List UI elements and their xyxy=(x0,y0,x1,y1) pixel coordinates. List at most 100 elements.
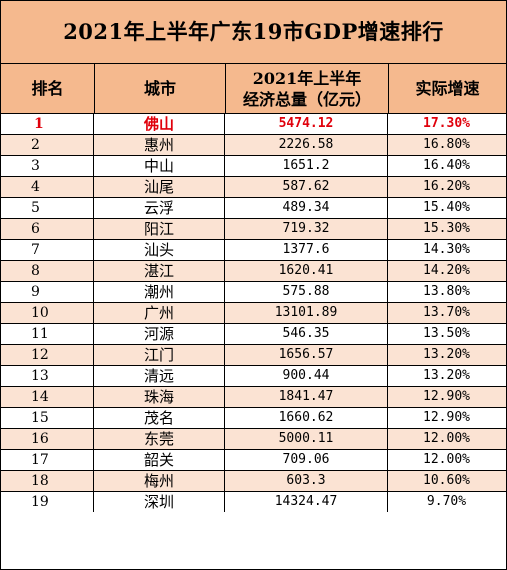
table-body: 1 佛山 5474.12 17.30% 2 惠州 2226.58 16.80% 3 中山 1651.… xyxy=(1,114,506,512)
table-row: 10 广州 13101.89 13.70% xyxy=(1,303,506,324)
gdp-cell: 546.35 xyxy=(225,324,388,344)
rate-cell: 16.80% xyxy=(423,137,470,152)
gdp-cell: 1651.2 xyxy=(225,156,388,176)
header-rate: 实际增速 xyxy=(415,79,480,98)
table-row: 6 阳江 719.32 15.30% xyxy=(1,219,506,240)
gdp-cell: 1620.41 xyxy=(225,261,388,281)
header-city: 城市 xyxy=(95,64,226,113)
city-cell: 佛山 xyxy=(94,114,225,134)
rank-cell: 11 xyxy=(1,324,94,344)
rate-cell: 16.40% xyxy=(423,158,470,173)
table-row: 9 潮州 575.88 13.80% xyxy=(1,282,506,303)
header-gdp: 2021年上半年 经济总量（亿元） xyxy=(226,64,389,113)
table-row: 11 河源 546.35 13.50% xyxy=(1,324,506,345)
gdp-cell: 14324.47 xyxy=(225,492,388,512)
city-cell: 汕头 xyxy=(94,240,225,260)
city-cell: 梅州 xyxy=(94,471,225,491)
table-row: 15 茂名 1660.62 12.90% xyxy=(1,408,506,429)
table-row: 1 佛山 5474.12 17.30% xyxy=(1,114,506,135)
rate-cell: 9.70% xyxy=(426,494,467,509)
rate-cell: 12.90% xyxy=(423,410,470,425)
rate-cell: 12.00% xyxy=(423,431,470,446)
rate-cell: 13.20% xyxy=(423,347,470,362)
table-header-row: 排名 城市 2021年上半年 经济总量（亿元） 实际增速 xyxy=(1,64,506,114)
rank-cell: 14 xyxy=(1,387,94,407)
rank-cell: 13 xyxy=(1,366,94,386)
city-cell: 云浮 xyxy=(94,198,225,218)
rate-cell: 13.20% xyxy=(423,368,470,383)
header-rank: 排名 xyxy=(1,64,95,113)
table-row: 3 中山 1651.2 16.40% xyxy=(1,156,506,177)
rate-cell: 17.30% xyxy=(423,116,470,131)
rank-cell: 2 xyxy=(1,135,94,155)
rate-cell: 15.40% xyxy=(423,200,470,215)
city-cell: 惠州 xyxy=(94,135,225,155)
rate-cell: 13.80% xyxy=(423,284,470,299)
rank-cell: 9 xyxy=(1,282,94,302)
table-row: 17 韶关 709.06 12.00% xyxy=(1,450,506,471)
city-cell: 中山 xyxy=(94,156,225,176)
gdp-cell: 5474.12 xyxy=(225,114,388,134)
table-row: 16 东莞 5000.11 12.00% xyxy=(1,429,506,450)
city-cell: 深圳 xyxy=(94,492,225,512)
gdp-cell: 900.44 xyxy=(225,366,388,386)
gdp-cell: 1377.6 xyxy=(225,240,388,260)
rate-cell: 13.50% xyxy=(423,326,470,341)
table-row: 4 汕尾 587.62 16.20% xyxy=(1,177,506,198)
rate-cell: 15.30% xyxy=(423,221,470,236)
city-cell: 汕尾 xyxy=(94,177,225,197)
rank-cell: 19 xyxy=(1,492,94,512)
table-row: 5 云浮 489.34 15.40% xyxy=(1,198,506,219)
gdp-cell: 575.88 xyxy=(225,282,388,302)
rate-cell: 10.60% xyxy=(423,473,470,488)
gdp-cell: 5000.11 xyxy=(225,429,388,449)
rank-cell: 5 xyxy=(1,198,94,218)
gdp-cell: 603.3 xyxy=(225,471,388,491)
table-row: 19 深圳 14324.47 9.70% xyxy=(1,492,506,512)
city-cell: 湛江 xyxy=(94,261,225,281)
table-row: 14 珠海 1841.47 12.90% xyxy=(1,387,506,408)
rank-cell: 1 xyxy=(1,114,94,134)
rank-cell: 8 xyxy=(1,261,94,281)
city-cell: 潮州 xyxy=(94,282,225,302)
city-cell: 东莞 xyxy=(94,429,225,449)
gdp-cell: 1656.57 xyxy=(225,345,388,365)
rank-cell: 7 xyxy=(1,240,94,260)
rank-cell: 18 xyxy=(1,471,94,491)
table-title: 2021年上半年广东19市GDP增速排行 xyxy=(1,1,506,64)
city-cell: 广州 xyxy=(94,303,225,323)
rank-cell: 4 xyxy=(1,177,94,197)
city-cell: 阳江 xyxy=(94,219,225,239)
gdp-cell: 709.06 xyxy=(225,450,388,470)
city-cell: 清远 xyxy=(94,366,225,386)
rank-cell: 12 xyxy=(1,345,94,365)
header-gdp-line2: 经济总量（亿元） xyxy=(242,89,371,109)
rank-cell: 10 xyxy=(1,303,94,323)
rank-cell: 3 xyxy=(1,156,94,176)
table-row: 13 清远 900.44 13.20% xyxy=(1,366,506,387)
header-gdp-line1: 2021年上半年 xyxy=(252,68,362,88)
rate-cell: 12.90% xyxy=(423,389,470,404)
city-cell: 江门 xyxy=(94,345,225,365)
table-row: 7 汕头 1377.6 14.30% xyxy=(1,240,506,261)
rank-cell: 16 xyxy=(1,429,94,449)
city-cell: 河源 xyxy=(94,324,225,344)
table-row: 18 梅州 603.3 10.60% xyxy=(1,471,506,492)
city-cell: 茂名 xyxy=(94,408,225,428)
rate-cell: 14.20% xyxy=(423,263,470,278)
rate-cell: 13.70% xyxy=(423,305,470,320)
gdp-cell: 2226.58 xyxy=(225,135,388,155)
rate-cell: 12.00% xyxy=(423,452,470,467)
rank-cell: 6 xyxy=(1,219,94,239)
gdp-cell: 489.34 xyxy=(225,198,388,218)
table-row: 8 湛江 1620.41 14.20% xyxy=(1,261,506,282)
city-cell: 韶关 xyxy=(94,450,225,470)
table-row: 2 惠州 2226.58 16.80% xyxy=(1,135,506,156)
rate-cell: 14.30% xyxy=(423,242,470,257)
gdp-cell: 1841.47 xyxy=(225,387,388,407)
gdp-cell: 13101.89 xyxy=(225,303,388,323)
rate-cell: 16.20% xyxy=(423,179,470,194)
gdp-cell: 1660.62 xyxy=(225,408,388,428)
table-row: 12 江门 1656.57 13.20% xyxy=(1,345,506,366)
